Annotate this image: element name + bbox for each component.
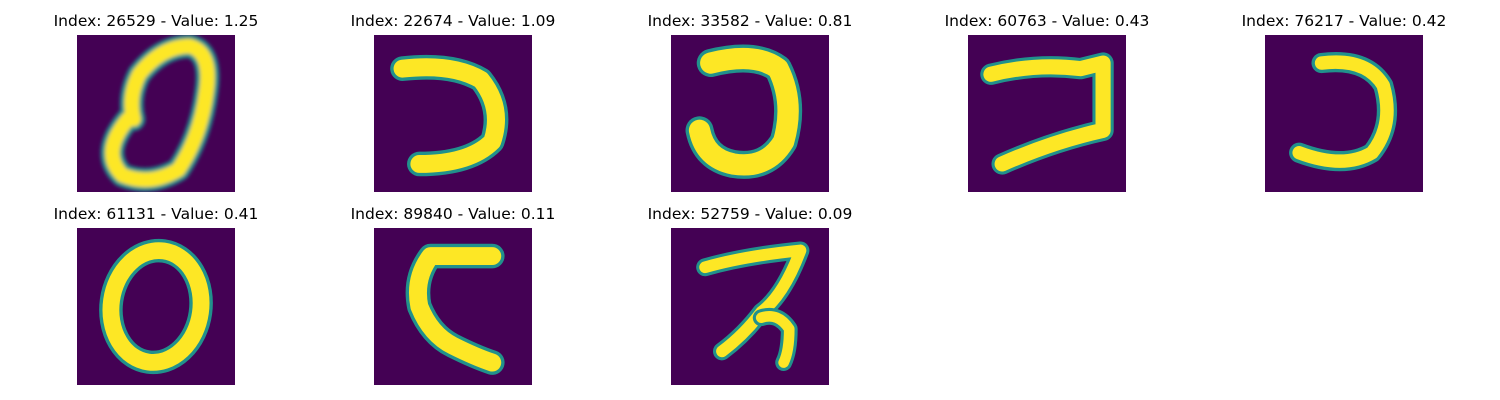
digit-image xyxy=(671,35,829,192)
grid-cell: Index: 52759 - Value: 0.09 xyxy=(620,193,880,385)
cell-title: Index: 60763 - Value: 0.43 xyxy=(944,12,1150,30)
grid-cell: Index: 22674 - Value: 1.09 xyxy=(323,0,583,192)
cell-title: Index: 89840 - Value: 0.11 xyxy=(350,205,556,223)
grid-cell: Index: 26529 - Value: 1.25 xyxy=(26,0,286,192)
cell-title: Index: 76217 - Value: 0.42 xyxy=(1241,12,1447,30)
digit-image xyxy=(77,35,235,192)
grid-cell: Index: 33582 - Value: 0.81 xyxy=(620,0,880,192)
digit-image xyxy=(374,228,532,385)
grid-cell: Index: 61131 - Value: 0.41 xyxy=(26,193,286,385)
digit-image xyxy=(374,35,532,192)
cell-title: Index: 52759 - Value: 0.09 xyxy=(647,205,853,223)
cell-title: Index: 33582 - Value: 0.81 xyxy=(647,12,853,30)
cell-title: Index: 26529 - Value: 1.25 xyxy=(53,12,259,30)
digit-image xyxy=(77,228,235,385)
grid-cell: Index: 60763 - Value: 0.43 xyxy=(917,0,1177,192)
cell-title: Index: 22674 - Value: 1.09 xyxy=(350,12,556,30)
digit-image xyxy=(968,35,1126,192)
cell-title: Index: 61131 - Value: 0.41 xyxy=(53,205,259,223)
digit-image xyxy=(671,228,829,385)
grid-cell: Index: 89840 - Value: 0.11 xyxy=(323,193,583,385)
grid-cell: Index: 76217 - Value: 0.42 xyxy=(1214,0,1474,192)
digit-image xyxy=(1265,35,1423,192)
